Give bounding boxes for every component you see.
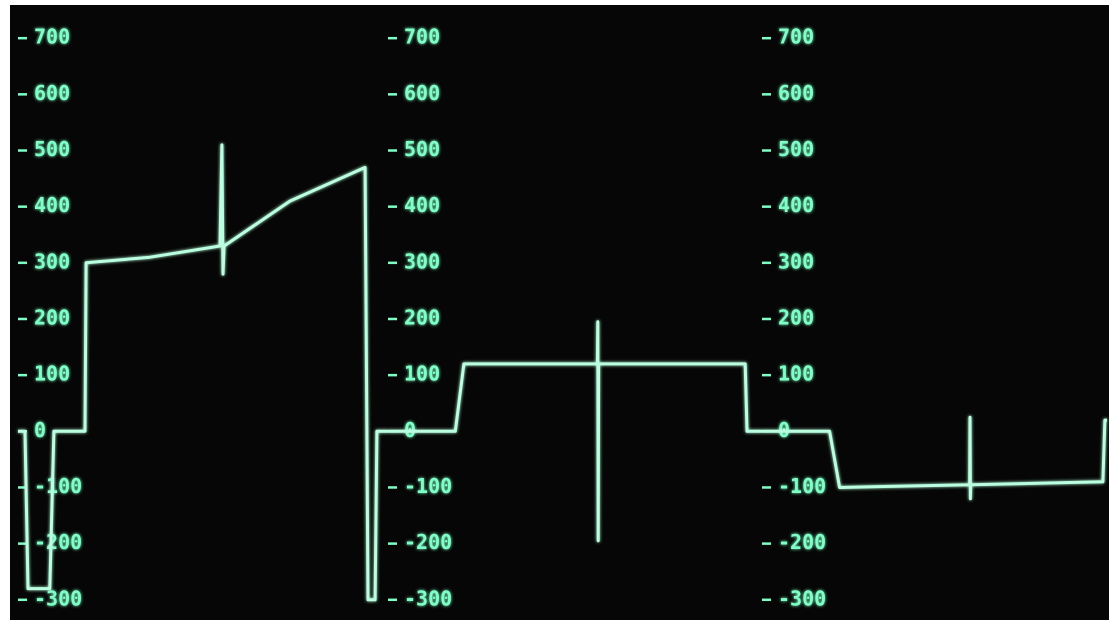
y-tick-label: -100 xyxy=(778,474,826,498)
y-tick-label: 600 xyxy=(778,81,814,105)
y-tick-label: 700 xyxy=(404,25,440,49)
y-tick-label: 300 xyxy=(404,249,440,273)
y-tick-label: -200 xyxy=(34,530,82,554)
y-tick-label: 400 xyxy=(778,193,814,217)
y-tick-label: 500 xyxy=(404,137,440,161)
y-tick-label: 700 xyxy=(34,25,70,49)
y-tick-label: -300 xyxy=(34,586,82,610)
y-tick-label: 300 xyxy=(778,249,814,273)
trace xyxy=(762,415,1107,501)
y-tick-label: 200 xyxy=(778,305,814,329)
y-tick-label: -300 xyxy=(778,586,826,610)
y-tick-label: 400 xyxy=(34,193,70,217)
y-tick-label: 200 xyxy=(404,305,440,329)
y-tick-label: 600 xyxy=(34,81,70,105)
y-tick-label: 500 xyxy=(34,137,70,161)
y-tick-label: -300 xyxy=(404,586,452,610)
y-tick-label: 100 xyxy=(778,362,814,386)
y-tick-label: -100 xyxy=(404,474,452,498)
y-tick-label: 100 xyxy=(404,362,440,386)
y-tick-label: 100 xyxy=(34,362,70,386)
y-tick-label: 500 xyxy=(778,137,814,161)
y-tick-label: -200 xyxy=(778,530,826,554)
y-tick-label: -100 xyxy=(34,474,82,498)
y-tick-label: 200 xyxy=(34,305,70,329)
trace xyxy=(18,143,388,602)
y-tick-label: 400 xyxy=(404,193,440,217)
trace xyxy=(388,320,762,543)
y-tick-label: 700 xyxy=(778,25,814,49)
y-tick-label: 0 xyxy=(34,418,46,442)
y-tick-label: -200 xyxy=(404,530,452,554)
y-tick-label: 300 xyxy=(34,249,70,273)
y-tick-label: 600 xyxy=(404,81,440,105)
screen xyxy=(10,5,1109,620)
